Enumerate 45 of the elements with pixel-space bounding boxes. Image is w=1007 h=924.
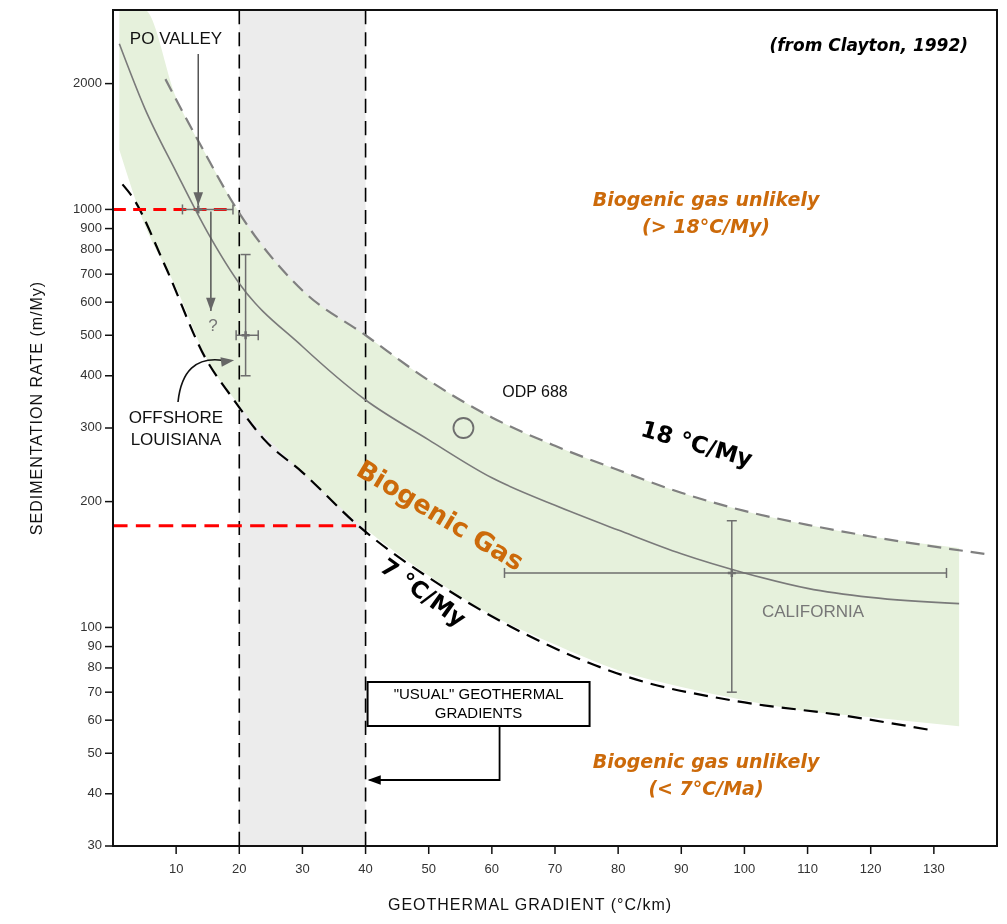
y-tick-label: 1000 [73, 200, 102, 216]
text: 18 °C/My [638, 415, 756, 473]
annotation: Biogenic gas unlikely (< 7°C/Ma) [592, 749, 821, 798]
y-tick-label: 50 [87, 744, 102, 760]
annotation: PO VALLEY [129, 29, 223, 49]
annotation: (from Clayton, 1992) [769, 35, 968, 55]
y-tick-label: 600 [80, 293, 102, 309]
y-tick-label: 30 [87, 837, 102, 853]
x-tick-label: 100 [733, 861, 756, 877]
y-tick-label: 70 [87, 683, 102, 699]
y-tick-label: 40 [87, 785, 102, 801]
x-tick-label: 110 [797, 861, 818, 877]
y-tick-label: 200 [80, 493, 102, 509]
y-axis-title: SEDIMENTATION RATE (m/My) [28, 280, 45, 536]
y-tick-label: 900 [80, 220, 102, 235]
x-tick-label: 70 [547, 861, 563, 877]
x-tick-label: 60 [484, 861, 500, 877]
annotation: ? [208, 316, 218, 336]
annotation: Biogenic gas unlikely (> 18°C/My) [592, 187, 821, 236]
x-tick-label: 130 [923, 861, 945, 877]
y-tick-label: 400 [80, 367, 102, 383]
x-tick-label: 120 [859, 861, 882, 877]
y-tick-label: 300 [80, 419, 102, 435]
y-tick-label: 100 [80, 618, 102, 634]
band-label: "USUAL" GEOTHERMAL GRADIENTS [393, 684, 564, 721]
x-tick-label: 40 [358, 861, 373, 877]
y-tick-label: 2000 [73, 75, 102, 91]
x-tick-label: 20 [232, 861, 247, 877]
y-tick-label: 500 [80, 326, 102, 342]
annotation: CALIFORNIA [761, 602, 865, 622]
y-tick-label: 800 [80, 241, 102, 257]
x-axis-title: GEOTHERMAL GRADIENT (°C/km) [387, 896, 673, 913]
annotation: ODP 688 [502, 383, 568, 401]
y-tick-label: 80 [87, 659, 102, 675]
x-tick-label: 90 [674, 861, 689, 877]
point [452, 417, 475, 439]
x-tick-label: 80 [610, 861, 626, 877]
y-tick-label: 60 [87, 711, 102, 727]
x-tick-label: 50 [421, 861, 436, 877]
x-tick-label: 30 [295, 861, 310, 877]
x-tick-label: 10 [168, 861, 184, 877]
y-tick-label: 700 [80, 265, 102, 281]
y-tick-label: 90 [87, 638, 102, 653]
annotation: OFFSHORE LOUISIANA [128, 408, 224, 450]
point [240, 330, 251, 341]
